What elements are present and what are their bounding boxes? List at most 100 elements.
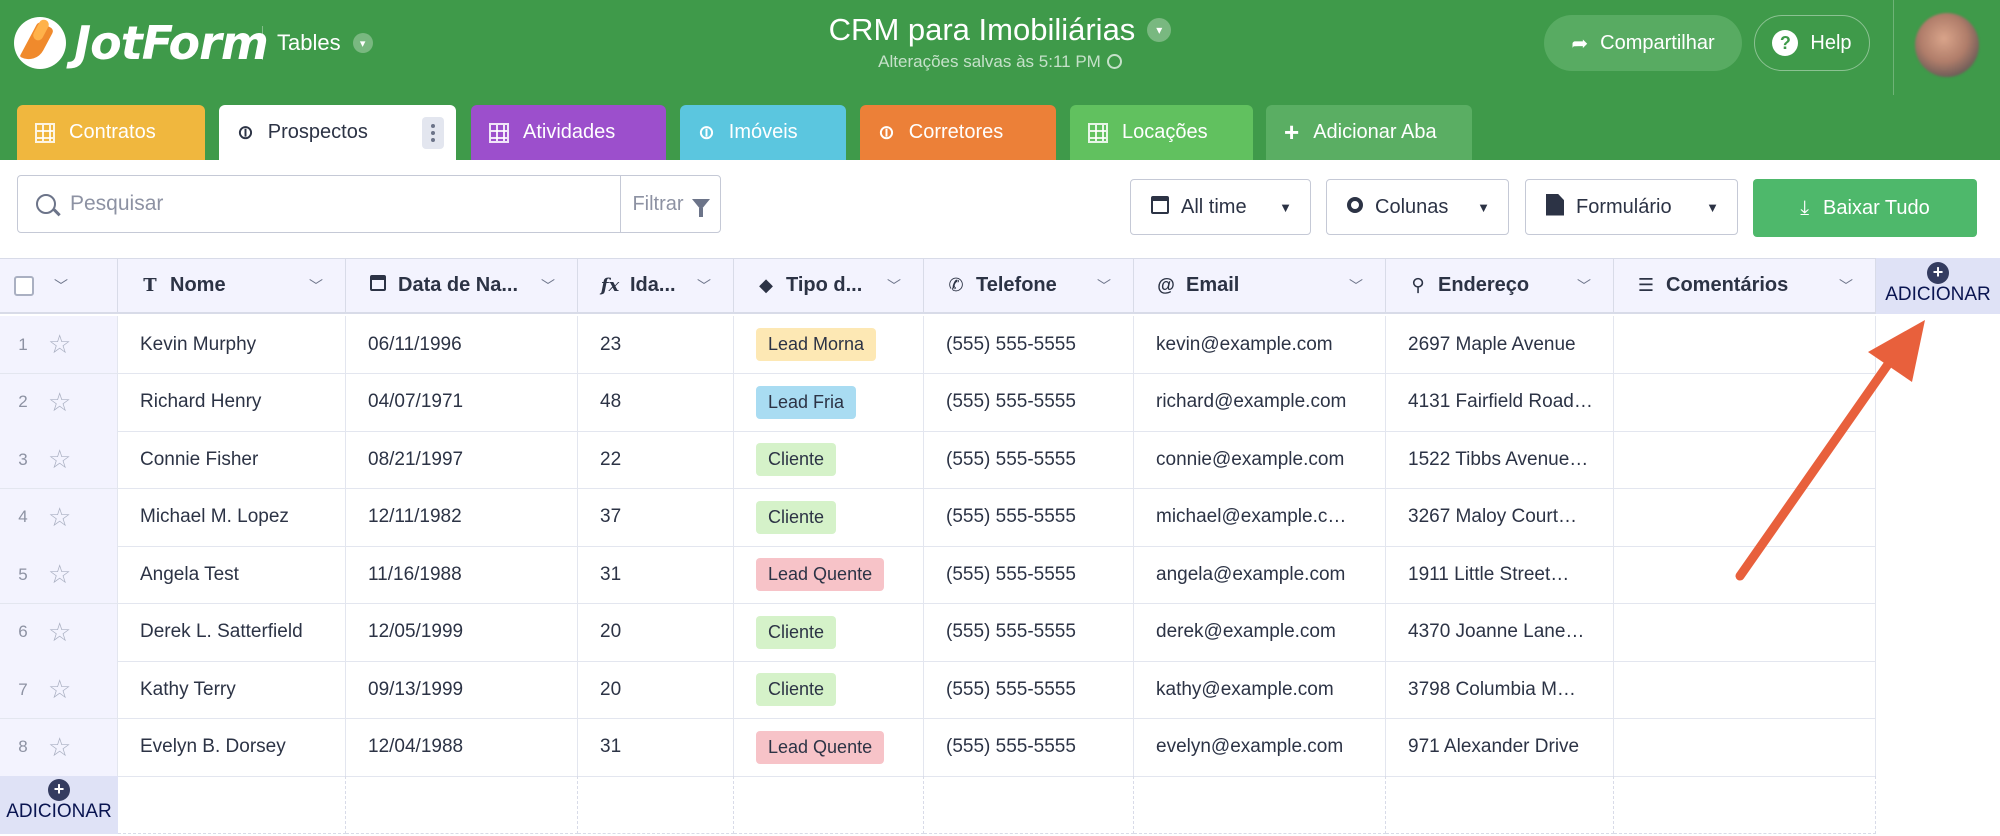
chevron-down-icon[interactable]: ﹀ [1349, 277, 1363, 294]
cell-nome[interactable]: Evelyn B. Dorsey [118, 718, 346, 777]
share-button[interactable]: ➦ Compartilhar [1544, 15, 1742, 71]
user-avatar[interactable] [1915, 13, 1979, 77]
chevron-down-icon[interactable]: ﹀ [1097, 277, 1111, 294]
cell-endereco[interactable]: 2697 Maple Avenue [1386, 316, 1614, 374]
star-icon[interactable]: ☆ [48, 329, 72, 359]
cell-idade[interactable]: 23 [578, 316, 734, 374]
download-all-button[interactable]: ⤓ Baixar Tudo [1753, 179, 1977, 237]
cell-tipo[interactable]: Cliente [734, 488, 924, 547]
cell-endereco[interactable]: 1522 Tibbs Avenue… [1386, 431, 1614, 489]
tab-contratos[interactable]: Contratos [17, 105, 205, 160]
cell-idade[interactable]: 31 [578, 718, 734, 777]
cell-data[interactable]: 06/11/1996 [346, 316, 578, 374]
search-input[interactable] [70, 192, 590, 216]
form-dropdown[interactable]: Formulário ▼ [1525, 179, 1738, 235]
cell-comentarios[interactable] [1614, 373, 1876, 432]
cell-endereco[interactable]: 3267 Maloy Court… [1386, 488, 1614, 547]
chevron-down-icon[interactable]: ﹀ [541, 277, 555, 294]
columns-dropdown[interactable]: Colunas ▼ [1326, 179, 1509, 235]
tab-prospectos[interactable]: ⊘ Prospectos [219, 105, 456, 160]
cell-comentarios[interactable] [1614, 603, 1876, 662]
cell-tipo[interactable]: Lead Quente [734, 546, 924, 604]
cell-tipo[interactable]: Lead Morna [734, 316, 924, 374]
cell-idade[interactable]: 48 [578, 373, 734, 432]
cell-comentarios[interactable] [1614, 718, 1876, 777]
cell-nome[interactable]: Connie Fisher [118, 431, 346, 489]
cell-nome[interactable]: Derek L. Satterfield [118, 603, 346, 662]
chevron-down-icon[interactable]: ﹀ [887, 277, 901, 294]
star-icon[interactable]: ☆ [48, 444, 72, 474]
column-header-tipo[interactable]: ◆ Tipo d... ﹀ [734, 258, 924, 314]
add-row-button[interactable]: + ADICIONAR [0, 776, 118, 834]
cell-nome[interactable]: Michael M. Lopez [118, 488, 346, 547]
app-title-button[interactable]: CRM para Imobiliárias ▾ [829, 12, 1172, 48]
cell-telefone[interactable]: (555) 555-5555 [924, 488, 1134, 547]
cell-data[interactable]: 12/11/1982 [346, 488, 578, 547]
cell-comentarios[interactable] [1614, 661, 1876, 719]
cell-telefone[interactable]: (555) 555-5555 [924, 316, 1134, 374]
cell-email[interactable]: evelyn@example.com [1134, 718, 1386, 777]
cell-endereco[interactable]: 4131 Fairfield Road… [1386, 373, 1614, 432]
cell-idade[interactable]: 37 [578, 488, 734, 547]
cell-tipo[interactable]: Cliente [734, 431, 924, 489]
cell-nome[interactable]: Richard Henry [118, 373, 346, 432]
cell-data[interactable]: 04/07/1971 [346, 373, 578, 432]
cell-data[interactable]: 12/05/1999 [346, 603, 578, 662]
star-icon[interactable]: ☆ [48, 674, 72, 704]
cell-endereco[interactable]: 1911 Little Street… [1386, 546, 1614, 604]
chevron-down-icon[interactable]: ﹀ [54, 277, 68, 294]
tab-locacoes[interactable]: Locações [1070, 105, 1253, 160]
column-header-telefone[interactable]: ✆ Telefone ﹀ [924, 258, 1134, 314]
star-icon[interactable]: ☆ [48, 386, 72, 417]
cell-nome[interactable]: Kathy Terry [118, 661, 346, 719]
cell-telefone[interactable]: (555) 555-5555 [924, 373, 1134, 432]
cell-telefone[interactable]: (555) 555-5555 [924, 661, 1134, 719]
cell-email[interactable]: kevin@example.com [1134, 316, 1386, 374]
help-button[interactable]: ? Help [1754, 15, 1870, 71]
cell-tipo[interactable]: Cliente [734, 603, 924, 662]
cell-data[interactable]: 08/21/1997 [346, 431, 578, 489]
add-column-button[interactable]: + ADICIONAR [1876, 258, 2000, 314]
tab-corretores[interactable]: ⊘ Corretores [860, 105, 1056, 160]
column-header-data-de-nascimento[interactable]: Data de Na... ﹀ [346, 258, 578, 314]
jotform-logo[interactable]: JotForm [14, 16, 269, 70]
cell-email[interactable]: connie@example.com [1134, 431, 1386, 489]
cell-telefone[interactable]: (555) 555-5555 [924, 718, 1134, 777]
column-header-idade[interactable]: fx Ida... ﹀ [578, 258, 734, 314]
cell-email[interactable]: michael@example.c… [1134, 488, 1386, 547]
cell-tipo[interactable]: Lead Quente [734, 718, 924, 777]
tab-atividades[interactable]: Atividades [471, 105, 666, 160]
cell-comentarios[interactable] [1614, 316, 1876, 374]
chevron-down-icon[interactable]: ﹀ [1577, 277, 1591, 294]
cell-comentarios[interactable] [1614, 488, 1876, 547]
column-header-nome[interactable]: T Nome ﹀ [118, 258, 346, 314]
filter-button[interactable]: Filtrar [620, 176, 721, 232]
cell-comentarios[interactable] [1614, 431, 1876, 489]
cell-idade[interactable]: 20 [578, 603, 734, 662]
cell-idade[interactable]: 22 [578, 431, 734, 489]
cell-idade[interactable]: 31 [578, 546, 734, 604]
tab-options-menu-icon[interactable] [422, 117, 444, 149]
cell-nome[interactable]: Angela Test [118, 546, 346, 604]
column-header-endereco[interactable]: ⚲ Endereço ﹀ [1386, 258, 1614, 314]
star-icon[interactable]: ☆ [48, 616, 72, 647]
cell-tipo[interactable]: Lead Fria [734, 373, 924, 432]
cell-endereco[interactable]: 3798 Columbia M… [1386, 661, 1614, 719]
cell-tipo[interactable]: Cliente [734, 661, 924, 719]
column-header-email[interactable]: @ Email ﹀ [1134, 258, 1386, 314]
add-tab-button[interactable]: + Adicionar Aba [1266, 105, 1472, 160]
cell-endereco[interactable]: 971 Alexander Drive [1386, 718, 1614, 777]
chevron-down-icon[interactable]: ﹀ [1839, 277, 1853, 294]
cell-telefone[interactable]: (555) 555-5555 [924, 431, 1134, 489]
cell-comentarios[interactable] [1614, 546, 1876, 604]
cell-endereco[interactable]: 4370 Joanne Lane… [1386, 603, 1614, 662]
cell-email[interactable]: derek@example.com [1134, 603, 1386, 662]
cell-data[interactable]: 11/16/1988 [346, 546, 578, 604]
cell-email[interactable]: angela@example.com [1134, 546, 1386, 604]
date-range-dropdown[interactable]: All time ▼ [1130, 179, 1311, 235]
cell-data[interactable]: 12/04/1988 [346, 718, 578, 777]
cell-nome[interactable]: Kevin Murphy [118, 316, 346, 374]
select-all-checkbox[interactable] [14, 275, 34, 296]
star-icon[interactable]: ☆ [48, 559, 72, 589]
cell-telefone[interactable]: (555) 555-5555 [924, 603, 1134, 662]
